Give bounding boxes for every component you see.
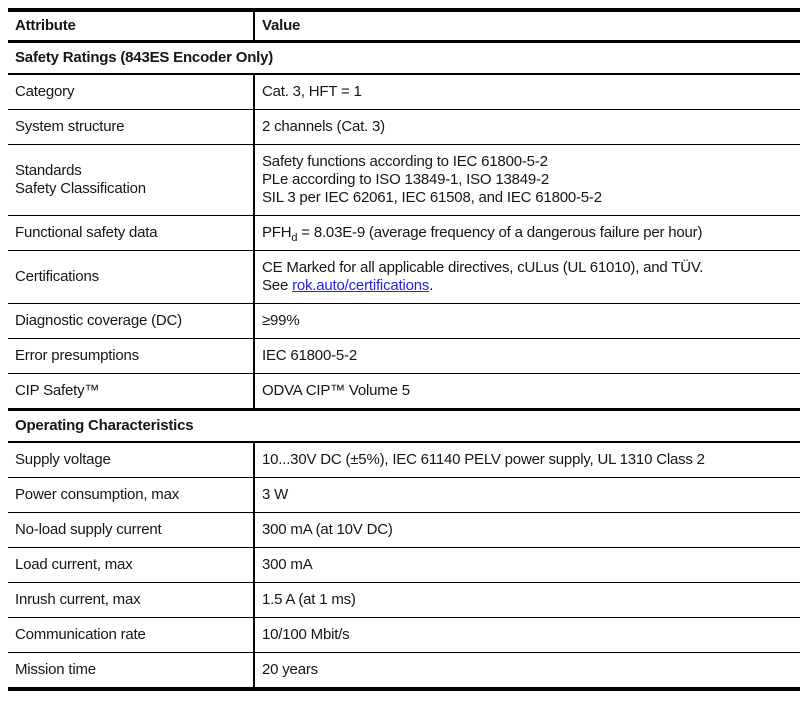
table-row-diagnostic-coverage: Diagnostic coverage (DC) ≥99% [8, 303, 800, 339]
table-row-standards-safety-classification: Standards Safety Classification Safety f… [8, 144, 800, 216]
section-title: Safety Ratings (843ES Encoder Only) [8, 40, 800, 75]
table-header-row: Attribute Value [8, 10, 800, 43]
value-cell: 300 mA [254, 547, 800, 583]
value-cell: 10...30V DC (±5%), IEC 61140 PELV power … [254, 441, 800, 478]
attribute-cell: Communication rate [8, 617, 255, 653]
value-cell: Cat. 3, HFT = 1 [254, 73, 800, 110]
value-cell: 300 mA (at 10V DC) [254, 512, 800, 548]
attribute-cell: Error presumptions [8, 338, 255, 374]
attribute-cell: System structure [8, 109, 255, 145]
certifications-link[interactable]: rok.auto/certifications [292, 277, 430, 294]
value-cell: ≥99% [254, 303, 800, 339]
value-cell: IEC 61800-5-2 [254, 338, 800, 374]
attribute-cell: Power consumption, max [8, 477, 255, 513]
section-header-operating-characteristics: Operating Characteristics [8, 408, 800, 443]
value-cell: CE Marked for all applicable directives,… [254, 250, 800, 304]
attribute-cell: CIP Safety™ [8, 373, 255, 410]
attribute-cell: Category [8, 73, 255, 110]
pfh-subscript: d [291, 232, 298, 244]
attribute-cell: Diagnostic coverage (DC) [8, 303, 255, 339]
value-cell: PFHd = 8.03E-9 (average frequency of a d… [254, 215, 800, 251]
value-cell: Safety functions according to IEC 61800-… [254, 144, 800, 216]
table-row-error-presumptions: Error presumptions IEC 61800-5-2 [8, 338, 800, 374]
table-row-mission-time: Mission time 20 years [8, 652, 800, 689]
table-row-power-consumption: Power consumption, max 3 W [8, 477, 800, 513]
after-link-period: . [429, 277, 434, 294]
value-cell: ODVA CIP™ Volume 5 [254, 373, 800, 410]
pfh-base: PFH [262, 224, 292, 241]
attribute-cell: Functional safety data [8, 215, 255, 251]
table-row-category: Category Cat. 3, HFT = 1 [8, 73, 800, 110]
spec-table: Attribute Value Safety Ratings (843ES En… [8, 8, 800, 691]
table-row-cip-safety: CIP Safety™ ODVA CIP™ Volume 5 [8, 373, 800, 410]
column-header-value: Value [254, 10, 800, 43]
table-row-inrush-current: Inrush current, max 1.5 A (at 1 ms) [8, 582, 800, 618]
see-prefix: See [262, 277, 293, 294]
document-page: Attribute Value Safety Ratings (843ES En… [8, 8, 800, 691]
attribute-cell: Supply voltage [8, 441, 255, 478]
section-title: Operating Characteristics [8, 408, 800, 443]
attribute-cell: Standards Safety Classification [8, 144, 255, 216]
attribute-cell: Load current, max [8, 547, 255, 583]
certifications-line1: CE Marked for all applicable directives,… [262, 259, 704, 276]
column-header-attribute: Attribute [8, 10, 255, 43]
table-row-certifications: Certifications CE Marked for all applica… [8, 250, 800, 304]
value-cell: 2 channels (Cat. 3) [254, 109, 800, 145]
section-header-safety-ratings: Safety Ratings (843ES Encoder Only) [8, 40, 800, 75]
pfh-rest: = 8.03E-9 (average frequency of a danger… [297, 224, 703, 241]
table-row-load-current: Load current, max 300 mA [8, 547, 800, 583]
value-cell: 20 years [254, 652, 800, 689]
attribute-cell: No-load supply current [8, 512, 255, 548]
value-cell: 1.5 A (at 1 ms) [254, 582, 800, 618]
table-row-communication-rate: Communication rate 10/100 Mbit/s [8, 617, 800, 653]
table-row-no-load-supply-current: No-load supply current 300 mA (at 10V DC… [8, 512, 800, 548]
table-row-system-structure: System structure 2 channels (Cat. 3) [8, 109, 800, 145]
attribute-cell: Inrush current, max [8, 582, 255, 618]
attribute-cell: Certifications [8, 250, 255, 304]
table-row-functional-safety-data: Functional safety data PFHd = 8.03E-9 (a… [8, 215, 800, 251]
value-cell: 3 W [254, 477, 800, 513]
attribute-cell: Mission time [8, 652, 255, 689]
table-row-supply-voltage: Supply voltage 10...30V DC (±5%), IEC 61… [8, 441, 800, 478]
value-cell: 10/100 Mbit/s [254, 617, 800, 653]
